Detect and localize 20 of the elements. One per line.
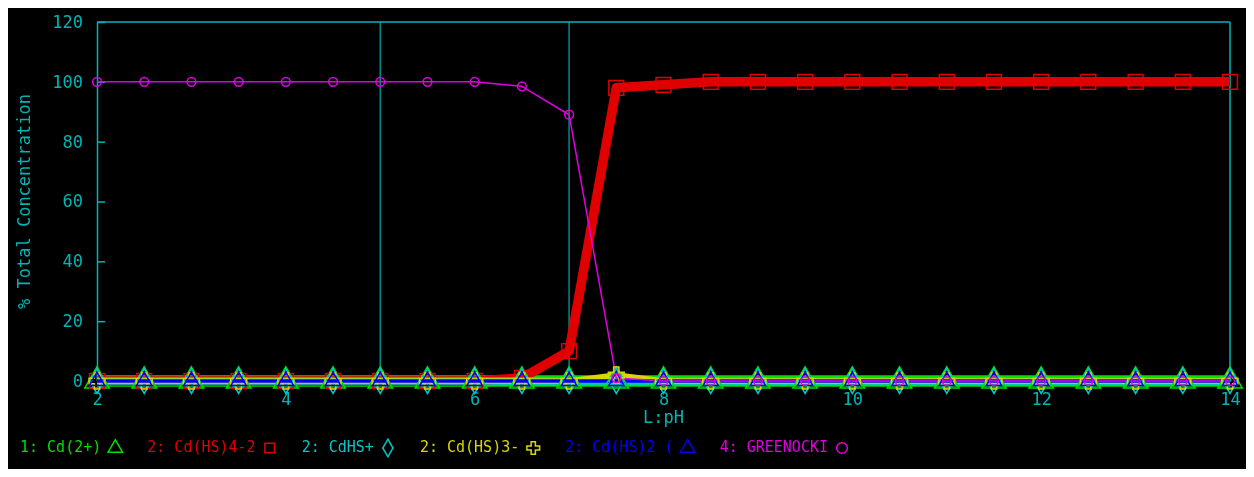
y-tick-label: 80 <box>62 131 83 152</box>
x-tick-label: 14 <box>1220 389 1241 410</box>
y-tick-label: 60 <box>62 191 83 212</box>
y-tick-label: 100 <box>52 71 83 92</box>
legend-label: 2: Cd(HS)4-2 <box>147 438 256 456</box>
y-tick-label: 120 <box>52 11 83 32</box>
x-tick-label: 8 <box>658 389 670 410</box>
x-axis-title: L:pH <box>643 407 684 427</box>
legend-label: 1: Cd(2+) <box>20 438 102 456</box>
x-tick-label: 12 <box>1031 389 1052 410</box>
y-tick-label: 20 <box>62 311 83 332</box>
legend-label: 2: CdHS+ <box>301 438 374 456</box>
y-tick-label: 0 <box>72 370 83 391</box>
legend-label: 2: Cd(HS)2 ( <box>565 438 674 456</box>
x-tick-label: 10 <box>842 389 864 410</box>
y-axis-title: % Total Concentration <box>14 94 34 309</box>
y-tick-label: 40 <box>62 251 83 272</box>
legend-label: 2: Cd(HS)3- <box>419 438 520 456</box>
x-tick-label: 4 <box>281 389 292 410</box>
legend-label: 4: GREENOCKI <box>719 438 828 456</box>
